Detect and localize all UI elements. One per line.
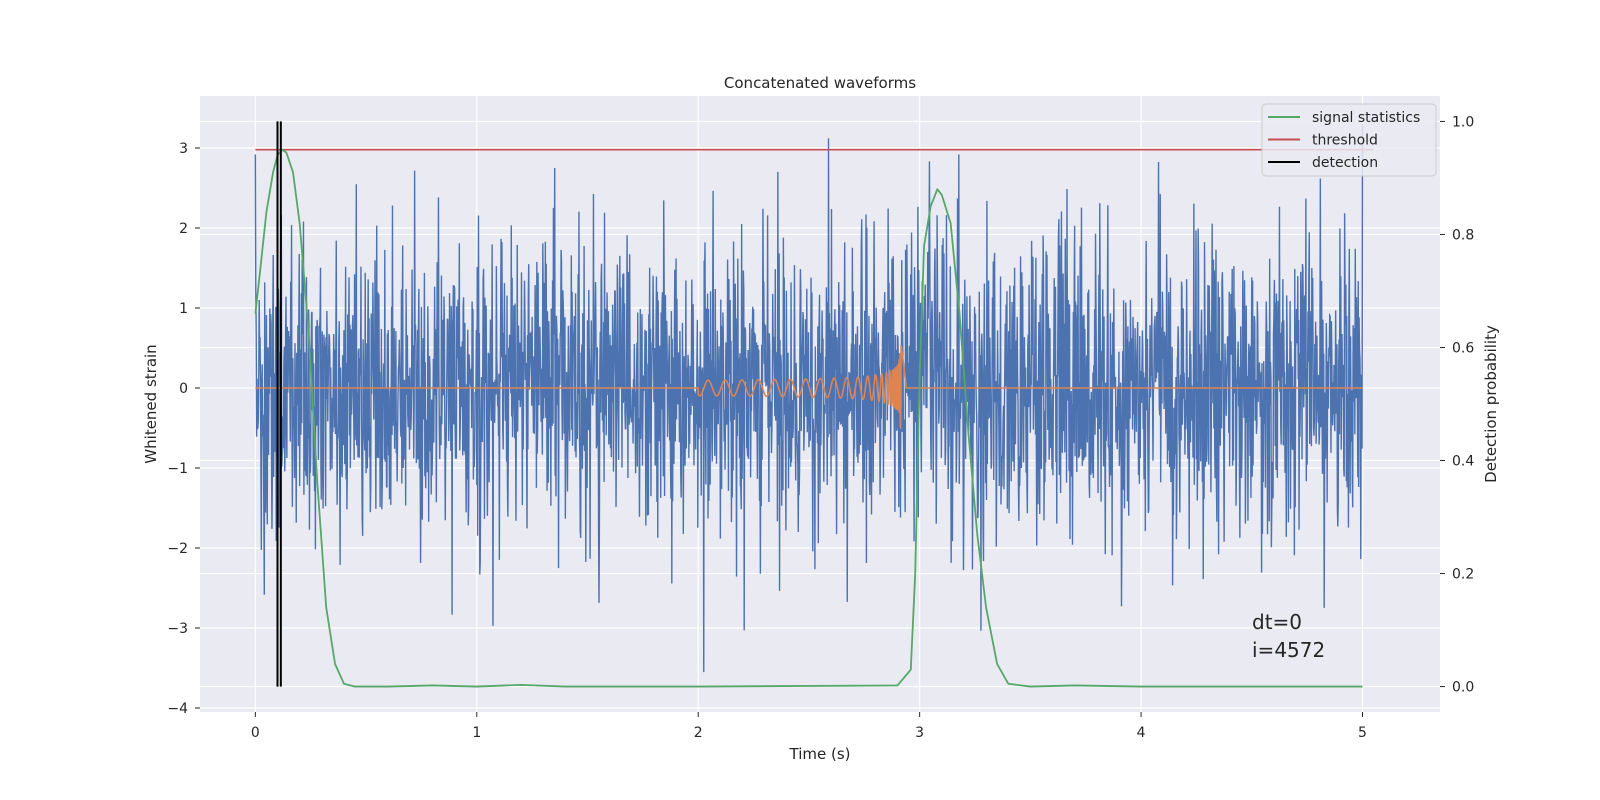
injected-chirp-series bbox=[255, 345, 1363, 429]
signal-statistics-line bbox=[254, 148, 1363, 688]
y-tick-label-right: 0.2 bbox=[1452, 567, 1474, 583]
y-axis-label-right: Detection probability bbox=[1482, 325, 1500, 483]
legend-label: detection bbox=[1312, 155, 1378, 171]
y-tick-label-left: −1 bbox=[167, 461, 188, 477]
y-tick-label-left: −3 bbox=[167, 621, 188, 637]
y-tick-label-left: 0 bbox=[179, 381, 188, 397]
x-tick-label: 2 bbox=[694, 725, 703, 741]
annotation-dt: dt=0 bbox=[1252, 610, 1302, 634]
legend-label: signal statistics bbox=[1312, 110, 1420, 126]
y-tick-label-right: 0.0 bbox=[1452, 680, 1474, 696]
y-tick-label-left: −4 bbox=[167, 701, 188, 717]
x-tick-label: 5 bbox=[1358, 725, 1367, 741]
legend: signal statistics threshold detection bbox=[1261, 103, 1437, 177]
x-tick-label: 1 bbox=[472, 725, 481, 741]
y-tick-label-right: 0.8 bbox=[1452, 227, 1474, 243]
annotation-index: i=4572 bbox=[1252, 638, 1325, 662]
legend-label: threshold bbox=[1312, 133, 1378, 149]
x-tick-label: 3 bbox=[915, 725, 924, 741]
y-tick-label-left: 2 bbox=[179, 221, 188, 237]
legend-box bbox=[1261, 103, 1437, 177]
y-axis-label-left: Whitened strain bbox=[142, 344, 160, 463]
x-tick-label: 4 bbox=[1137, 725, 1146, 741]
y-tick-label-right: 0.6 bbox=[1452, 340, 1474, 356]
x-tick-label: 0 bbox=[251, 725, 260, 741]
chart-title: Concatenated waveforms bbox=[724, 74, 916, 92]
y-tick-label-right: 1.0 bbox=[1452, 114, 1474, 130]
x-axis-label: Time (s) bbox=[789, 745, 851, 763]
y-tick-label-right: 0.4 bbox=[1452, 454, 1474, 470]
chart-marks bbox=[254, 121, 1374, 688]
strain-noise-series bbox=[254, 123, 1364, 673]
y-tick-label-left: 3 bbox=[179, 141, 188, 157]
y-tick-label-left: −2 bbox=[167, 541, 188, 557]
y-tick-label-left: 1 bbox=[179, 301, 188, 317]
axes: 0 1 2 3 4 5 −4 −3 −2 −1 0 1 2 3 0.0 0.2 0.4 0.6 0.8 1.0 bbox=[167, 114, 1474, 741]
